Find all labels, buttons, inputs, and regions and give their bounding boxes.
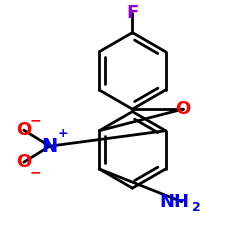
Text: O: O <box>16 153 32 171</box>
Text: +: + <box>57 127 68 140</box>
Text: −: − <box>29 165 41 179</box>
Text: −: − <box>29 113 41 127</box>
Text: N: N <box>42 137 58 156</box>
Text: F: F <box>126 4 138 22</box>
Text: NH: NH <box>160 193 190 211</box>
Text: O: O <box>16 121 32 139</box>
Text: 2: 2 <box>192 201 200 214</box>
Text: O: O <box>176 100 191 118</box>
